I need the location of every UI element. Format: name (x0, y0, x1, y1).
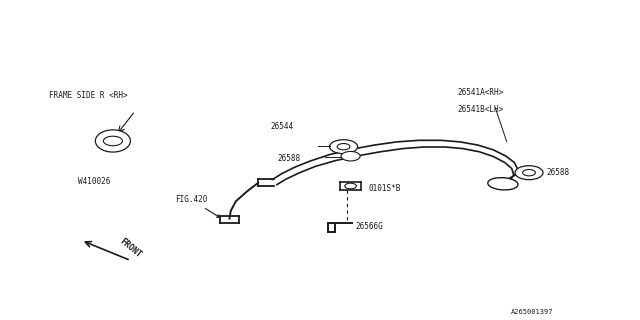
Text: 26588: 26588 (547, 168, 570, 177)
Circle shape (330, 140, 358, 154)
Circle shape (345, 183, 356, 189)
Circle shape (523, 170, 536, 176)
Text: FRONT: FRONT (118, 236, 143, 260)
Circle shape (515, 166, 543, 180)
Ellipse shape (95, 130, 131, 152)
Text: 26544: 26544 (270, 122, 293, 131)
Circle shape (341, 151, 360, 161)
Ellipse shape (103, 136, 122, 146)
Text: FIG.420: FIG.420 (175, 195, 220, 218)
Text: 26541A<RH>: 26541A<RH> (457, 88, 503, 97)
Text: A265001397: A265001397 (511, 309, 554, 315)
Text: 0101S*B: 0101S*B (369, 184, 401, 193)
Text: 26566G: 26566G (355, 222, 383, 231)
Text: 26588: 26588 (277, 154, 300, 163)
Text: 26541B<LH>: 26541B<LH> (457, 105, 503, 114)
Circle shape (337, 143, 350, 150)
Text: FRAME SIDE R <RH>: FRAME SIDE R <RH> (49, 91, 128, 100)
Text: W410026: W410026 (78, 177, 110, 186)
Ellipse shape (488, 178, 518, 190)
